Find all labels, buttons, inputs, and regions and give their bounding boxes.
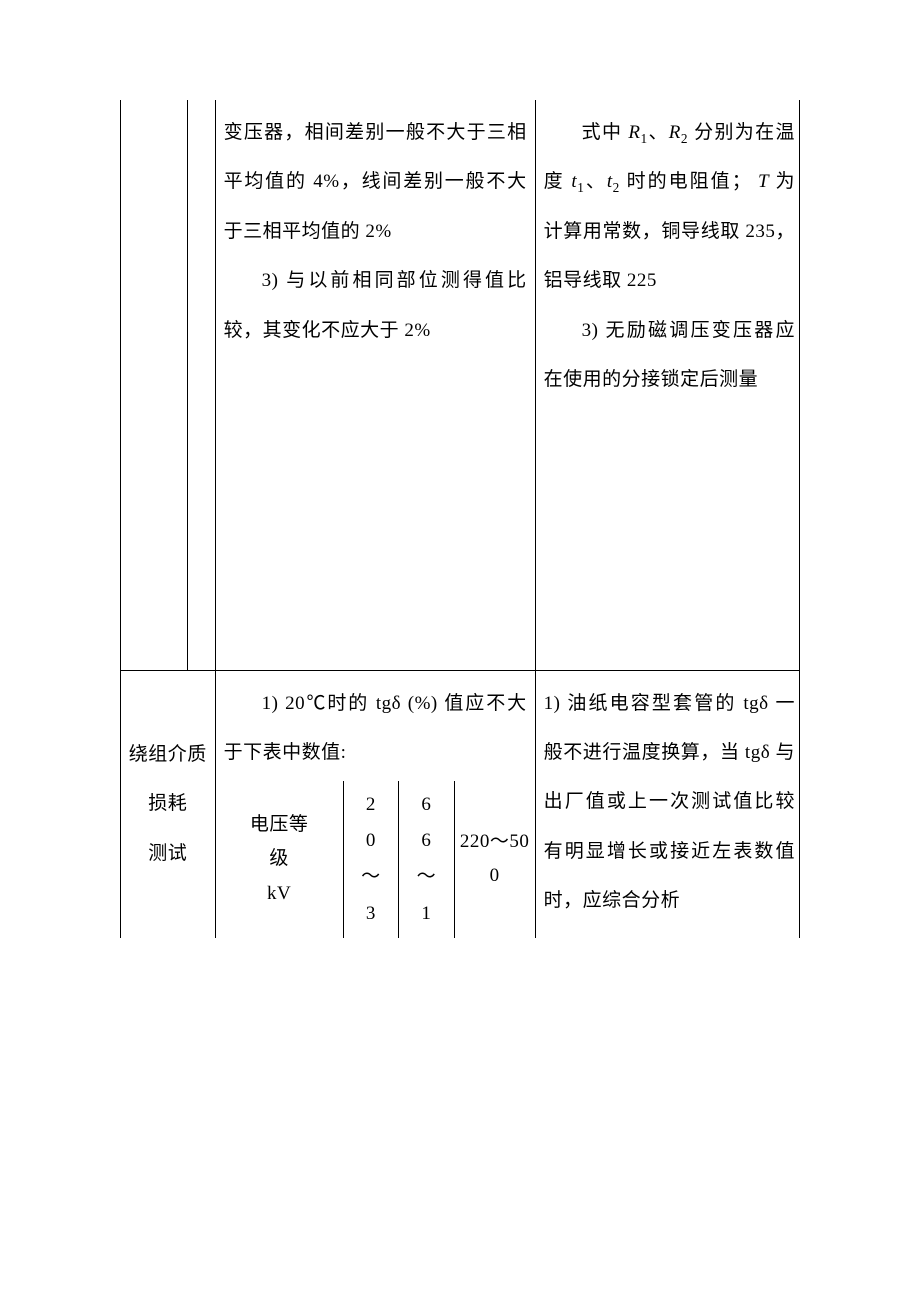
note-paragraph: 1) 油纸电容型套管的 tgδ 一般不进行温度换算，当 tgδ 与出厂值或上一次…	[544, 679, 795, 926]
requirement-paragraph: 3) 与以前相同部位测得值比较，其变化不应大于 2%	[224, 256, 527, 355]
var-T: T	[758, 171, 776, 192]
subscript: 2	[681, 131, 688, 146]
text: 电压等	[218, 808, 341, 842]
text: kV	[218, 877, 341, 911]
row-label-cell: 绕组介质损耗 测试	[121, 670, 216, 938]
text: 时的电阻值；	[620, 171, 758, 192]
requirement-paragraph: 变压器，相间差别一般不大于三相平均值的 4%，线间差别一般不大于三相平均值的 2…	[224, 108, 527, 256]
standards-table: 变压器，相间差别一般不大于三相平均值的 4%，线间差别一般不大于三相平均值的 2…	[120, 100, 800, 938]
subscript: 2	[613, 180, 620, 195]
requirement-intro-cell: 1) 20℃时的 tgδ (%) 值应不大于下表中数值:	[215, 670, 535, 781]
text: 式中	[582, 122, 629, 143]
inner-header-voltage-level: 电压等 级 kV	[216, 781, 344, 937]
note-paragraph: 3) 无励磁调压变压器应在使用的分接锁定后测量	[544, 306, 795, 405]
subscript: 1	[640, 131, 647, 146]
stub-cell-1	[121, 100, 188, 670]
stub-cell-2	[187, 100, 215, 670]
document-page: 变压器，相间差别一般不大于三相平均值的 4%，线间差别一般不大于三相平均值的 2…	[120, 100, 800, 938]
var-R: R	[669, 122, 681, 143]
var-R: R	[628, 122, 640, 143]
row-label-line: 测试	[127, 829, 209, 878]
row-label-line: 绕组介质损耗	[127, 730, 209, 829]
inner-header-66-110: 66～1	[399, 781, 454, 937]
table-row: 变压器，相间差别一般不大于三相平均值的 4%，线间差别一般不大于三相平均值的 2…	[121, 100, 800, 670]
requirement-intro: 1) 20℃时的 tgδ (%) 值应不大于下表中数值:	[224, 679, 527, 778]
text: 、	[584, 171, 607, 192]
text: 220～500	[457, 825, 533, 893]
voltage-level-table: 电压等 级 kV 20～3 66～1 220～500	[216, 781, 535, 937]
note-paragraph: 式中 R1、R2 分别为在温度 t1、t2 时的电阻值； T 为计算用常数，铜导…	[544, 108, 795, 306]
requirement-cell: 变压器，相间差别一般不大于三相平均值的 4%，线间差别一般不大于三相平均值的 2…	[215, 100, 535, 670]
table-row: 电压等 级 kV 20～3 66～1 220～500	[216, 781, 535, 937]
note-cell: 1) 油纸电容型套管的 tgδ 一般不进行温度换算，当 tgδ 与出厂值或上一次…	[535, 670, 799, 938]
inner-header-220-500: 220～500	[454, 781, 534, 937]
inner-table-cell: 电压等 级 kV 20～3 66～1 220～500	[215, 781, 535, 937]
inner-header-20-35: 20～3	[343, 781, 398, 937]
text: 级	[218, 842, 341, 876]
note-cell: 式中 R1、R2 分别为在温度 t1、t2 时的电阻值； T 为计算用常数，铜导…	[535, 100, 799, 670]
table-row: 绕组介质损耗 测试 1) 20℃时的 tgδ (%) 值应不大于下表中数值: 1…	[121, 670, 800, 781]
text: 、	[648, 122, 669, 143]
